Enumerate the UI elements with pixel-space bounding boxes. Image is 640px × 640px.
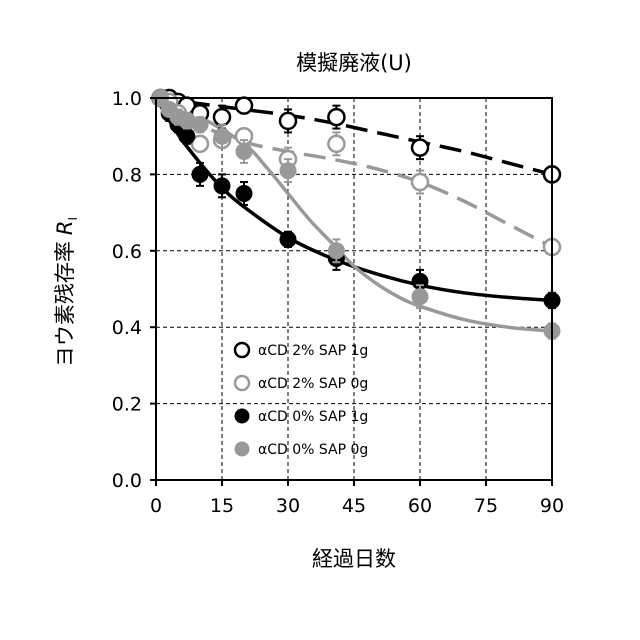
- data-point: [214, 109, 230, 125]
- y-tick-label: 0.6: [112, 241, 142, 263]
- legend-label: αCD 2% SAP 1g: [258, 343, 368, 359]
- data-point: [280, 231, 296, 247]
- data-point: [412, 174, 428, 190]
- data-point: [192, 166, 208, 182]
- y-tick-label: 0.8: [112, 164, 142, 186]
- data-point: [328, 109, 344, 125]
- data-point: [280, 113, 296, 129]
- x-tick-label: 60: [408, 495, 432, 517]
- y-tick-label: 0.4: [112, 317, 142, 339]
- data-point: [280, 163, 296, 179]
- data-point: [214, 128, 230, 144]
- y-tick-label: 1.0: [112, 88, 142, 110]
- x-tick-label: 0: [150, 495, 162, 517]
- y-axis-label: ヨウ素残存率 RI: [53, 217, 80, 367]
- data-point: [412, 140, 428, 156]
- data-point: [328, 243, 344, 259]
- y-axis-label-symbol: R: [53, 220, 77, 235]
- data-point: [192, 117, 208, 133]
- chart-title: 模擬廃液(U): [296, 51, 412, 75]
- x-axis-label: 経過日数: [312, 547, 396, 571]
- x-tick-label: 30: [276, 495, 300, 517]
- x-tick-label: 75: [474, 495, 498, 517]
- y-tick-label: 0.2: [112, 394, 142, 416]
- legend-label: αCD 0% SAP 1g: [258, 409, 368, 425]
- legend-label: αCD 2% SAP 0g: [258, 376, 368, 392]
- data-point: [412, 289, 428, 305]
- y-axis-label-subscript: I: [66, 217, 80, 221]
- data-point: [236, 186, 252, 202]
- x-tick-label: 15: [210, 495, 234, 517]
- legend-marker: [235, 376, 249, 390]
- y-tick-label: 0.0: [112, 470, 142, 492]
- data-point: [236, 98, 252, 114]
- y-axis-label-text: ヨウ素残存率: [53, 241, 77, 367]
- x-axis: 0 15 30 45 60 75 90: [150, 480, 564, 517]
- legend-marker: [235, 343, 249, 357]
- x-tick-label: 90: [540, 495, 564, 517]
- data-point: [328, 136, 344, 152]
- x-tick-label: 45: [342, 495, 366, 517]
- data-point: [179, 128, 195, 144]
- data-point: [236, 143, 252, 159]
- y-axis: 0.0 0.2 0.4 0.6 0.8 1.0: [112, 88, 156, 492]
- legend: αCD 2% SAP 1g αCD 2% SAP 0g αCD 0% SAP 1g α…: [235, 343, 368, 458]
- data-point: [214, 178, 230, 194]
- legend-marker: [235, 442, 249, 456]
- legend-marker: [235, 409, 249, 423]
- legend-label: αCD 0% SAP 0g: [258, 442, 368, 458]
